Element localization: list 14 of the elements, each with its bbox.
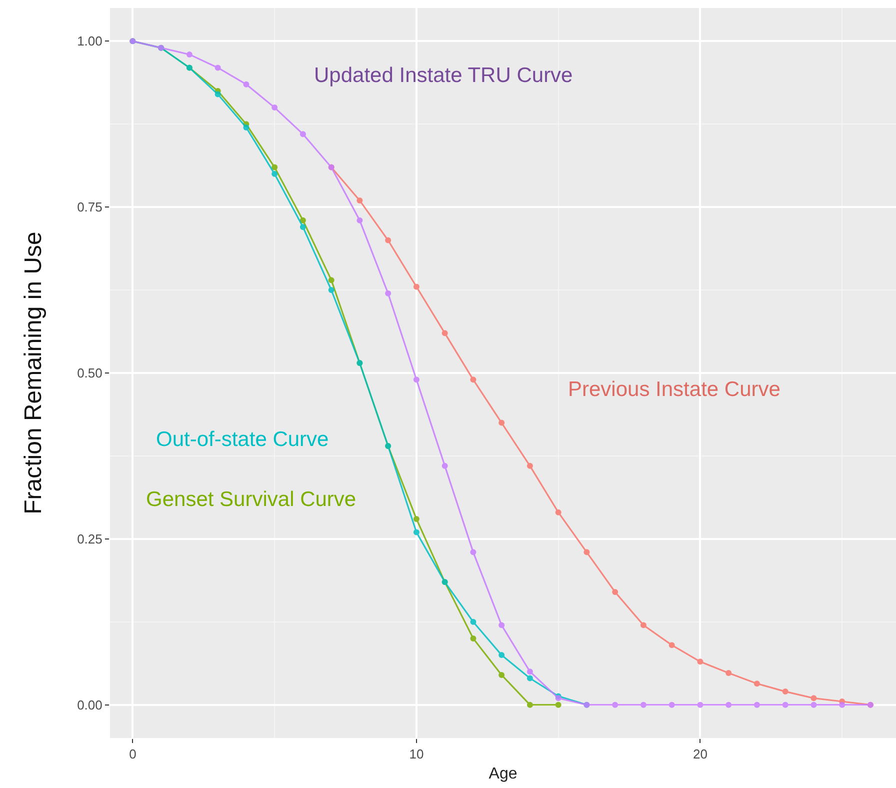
y-tick-label: 0.00 xyxy=(77,697,102,712)
series-label: Updated Instate TRU Curve xyxy=(314,64,573,87)
y-tick-label: 0.75 xyxy=(77,200,102,215)
text: Genset Survival Curve xyxy=(146,488,356,511)
y-tick-label: 0.50 xyxy=(77,366,102,381)
y-axis-title: Fraction Remaining in Use xyxy=(20,232,48,514)
x-tick-label: 20 xyxy=(692,746,708,762)
x-axis-title: Age xyxy=(488,765,518,782)
text: Previous Instate Curve xyxy=(568,378,780,401)
text: Out-of-state Curve xyxy=(156,428,329,451)
x-tick-label: 10 xyxy=(409,746,424,762)
y-tick-label: 1.00 xyxy=(77,34,102,49)
x-tick-label: 0 xyxy=(129,746,136,762)
y-tick-label: 0.25 xyxy=(77,531,102,546)
